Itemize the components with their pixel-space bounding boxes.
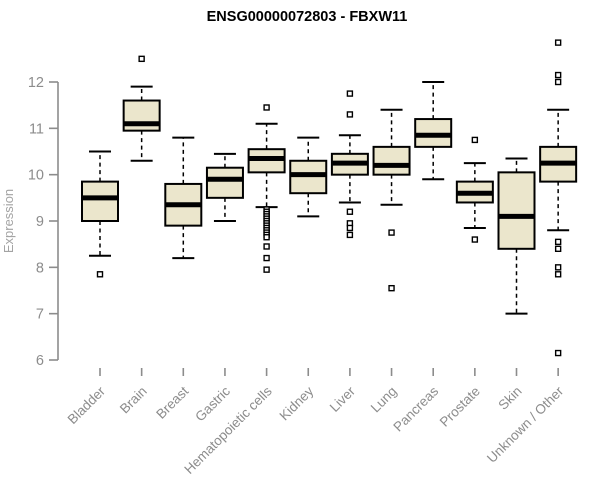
boxplot-breast (164, 136, 203, 260)
x-category-label: Lung (368, 384, 400, 416)
iqr-box (81, 180, 119, 223)
boxplot-bladder (81, 150, 119, 278)
outlier-point (346, 111, 354, 118)
outlier-point (554, 264, 562, 271)
outlier-point (471, 236, 479, 243)
outlier-point (138, 55, 145, 63)
outlier-point (346, 208, 354, 215)
chart-title: ENSG00000072803 - FBXW11 (207, 9, 408, 25)
outlier-point (346, 90, 354, 97)
outlier-point (554, 245, 562, 253)
boxplot-brain (122, 55, 161, 162)
x-category-label: Kidney (277, 383, 317, 423)
boxplot-lung (372, 108, 411, 292)
outlier-point (554, 39, 562, 46)
boxplot-unknown-other (539, 39, 578, 357)
y-axis-label: Expression (1, 189, 16, 253)
outlier-point (388, 229, 395, 236)
x-category-label: Gastric (192, 383, 233, 424)
x-category-label: Liver (327, 383, 359, 415)
y-tick-label: 10 (28, 168, 44, 184)
y-tick-label: 6 (36, 353, 44, 369)
x-category-label: Pancreas (390, 383, 441, 434)
iqr-box (205, 166, 244, 199)
y-tick-label: 7 (36, 307, 44, 323)
x-category-label: Bladder (65, 383, 109, 427)
outlier-point (263, 266, 270, 273)
outlier-point (96, 271, 104, 278)
outlier-point (263, 254, 270, 262)
boxplot-skin (497, 157, 536, 315)
y-tick-label: 12 (28, 75, 44, 91)
outlier-point (554, 71, 562, 79)
y-tick-label: 9 (36, 214, 44, 230)
outlier-point (554, 78, 562, 86)
iqr-box (372, 145, 411, 176)
boxplot-prostate (455, 136, 494, 243)
y-tick-label: 11 (29, 121, 44, 137)
x-category-label: Brain (117, 384, 150, 417)
outlier-point (388, 284, 395, 292)
outlier-point (263, 234, 270, 241)
boxplot-gastric (205, 152, 244, 222)
outlier-point (346, 224, 354, 232)
outlier-point (554, 271, 562, 278)
outlier-point (263, 243, 270, 250)
outlier-point (471, 136, 479, 144)
x-category-label: Unknown / Other (484, 383, 567, 466)
outlier-point (554, 349, 562, 357)
y-tick-label: 8 (36, 260, 44, 276)
boxplot-hematopoietic-cells (247, 104, 286, 273)
x-category-label: Skin (495, 384, 524, 413)
boxplots (81, 39, 578, 357)
outlier-point (554, 238, 562, 246)
boxplot-pancreas (414, 81, 453, 181)
boxplot-liver (330, 90, 369, 239)
x-category-label: Prostate (437, 384, 483, 430)
x-category-label: Breast (153, 383, 191, 421)
boxplot-kidney (289, 136, 328, 218)
outlier-point (346, 231, 354, 239)
iqr-box (497, 171, 536, 250)
outlier-point (263, 104, 270, 111)
